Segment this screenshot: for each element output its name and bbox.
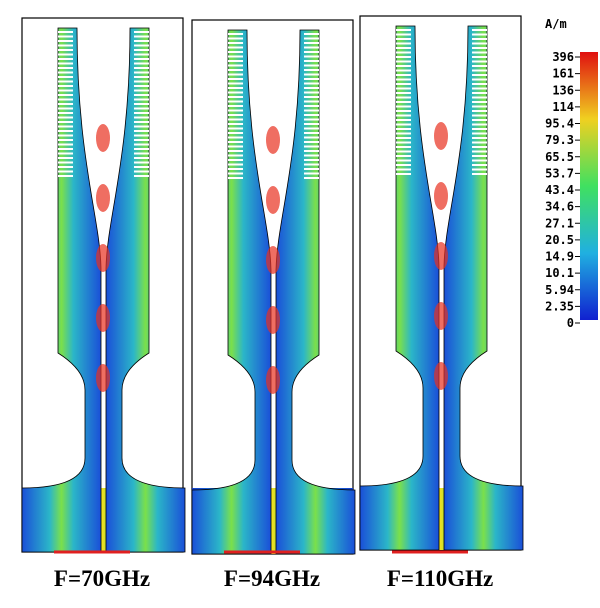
colorbar-label: 114 — [552, 100, 574, 114]
antenna-panel — [359, 15, 524, 554]
antenna-panel — [191, 19, 356, 555]
field-hotspot — [96, 124, 110, 152]
colorbar-label: 5.94 — [545, 283, 574, 297]
field-hotspot — [434, 182, 448, 210]
colorbar-label: 53.7 — [545, 166, 574, 180]
substrate — [191, 19, 354, 555]
field-hotspot — [96, 364, 110, 392]
colorbar-label: 2.35 — [545, 299, 574, 313]
substrate — [21, 17, 184, 553]
colorbar-label: 65.5 — [545, 150, 574, 164]
field-hotspot — [266, 186, 280, 214]
field-hotspot — [434, 362, 448, 390]
substrate — [359, 15, 522, 551]
field-hotspot — [96, 184, 110, 212]
frequency-label: F=94GHz — [224, 566, 320, 591]
colorbar-label: 20.5 — [545, 233, 574, 247]
field-hotspot — [434, 302, 448, 330]
colorbar-label: 95.4 — [545, 117, 574, 131]
colorbar-label: 79.3 — [545, 133, 574, 147]
antenna-arm — [21, 27, 102, 553]
antenna-arm — [359, 25, 440, 551]
antenna-arm — [105, 27, 186, 553]
colorbar-label: 14.9 — [545, 250, 574, 264]
colorbar — [580, 52, 598, 320]
antenna-arm — [275, 29, 356, 555]
antenna-panel — [21, 17, 186, 554]
frequency-label: F=110GHz — [387, 566, 493, 591]
field-hotspot — [266, 246, 280, 274]
antenna-arm — [443, 25, 524, 551]
colorbar-label: 34.6 — [545, 200, 574, 214]
frequency-label: F=70GHz — [54, 566, 150, 591]
field-hotspot — [266, 366, 280, 394]
colorbar-label: 396 — [552, 50, 574, 64]
field-hotspot — [434, 242, 448, 270]
field-hotspot — [96, 244, 110, 272]
colorbar-label: 43.4 — [545, 183, 574, 197]
colorbar-label: 0 — [567, 316, 574, 330]
colorbar-label: 161 — [552, 67, 574, 81]
colorbar-label: 136 — [552, 83, 574, 97]
colorbar-unit: A/m — [545, 17, 567, 31]
field-hotspot — [434, 122, 448, 150]
colorbar-label: 10.1 — [545, 266, 574, 280]
field-hotspot — [266, 126, 280, 154]
antenna-arm — [191, 29, 272, 555]
colorbar-label: 27.1 — [545, 216, 574, 230]
field-hotspot — [96, 304, 110, 332]
field-hotspot — [266, 306, 280, 334]
